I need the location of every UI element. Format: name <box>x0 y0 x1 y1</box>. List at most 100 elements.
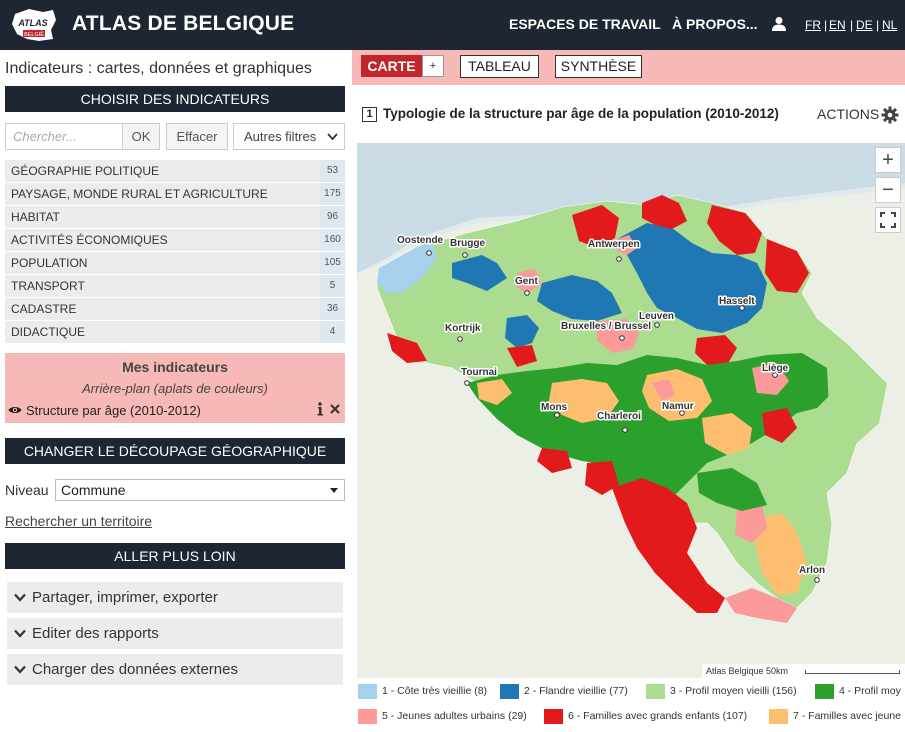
legend-label: 6 - Familles avec grands enfants (107) <box>568 710 748 722</box>
category-cadastre[interactable]: CADASTRE 36 <box>5 298 345 321</box>
city-label-oostende: Oostende <box>397 235 444 246</box>
city-label-arlon: Arlon <box>799 565 825 576</box>
my-indicator-name[interactable]: Structure par âge (2010-2012) <box>26 403 201 418</box>
go-further-header[interactable]: ALLER PLUS LOIN <box>5 543 345 569</box>
category-list: GÉOGRAPHIE POLITIQUE 53 PAYSAGE, MONDE RU… <box>5 160 345 344</box>
info-icon[interactable] <box>315 402 325 416</box>
lang-fr[interactable]: FR <box>805 18 821 32</box>
search-ok-button[interactable]: OK <box>122 123 160 150</box>
nav-about[interactable]: À PROPOS... <box>672 16 758 32</box>
svg-text:Oostende: Oostende <box>397 235 444 246</box>
category-count: 160 <box>320 229 345 251</box>
actions-button[interactable]: ACTIONS <box>817 106 880 122</box>
app-header: ATLAS BELGIË ATLAS DE BELGIQUE ESPACES D… <box>0 0 905 50</box>
legend-item-3: 3 - Profil moyen vieilli (156) <box>646 684 797 700</box>
tab-synthese[interactable]: SYNTHÈSE <box>555 55 642 78</box>
scale-text: Atlas Belgique 50km <box>706 666 789 676</box>
category-paysage[interactable]: PAYSAGE, MONDE RURAL ET AGRICULTURE 175 <box>5 183 345 206</box>
caret-down-icon <box>330 488 338 493</box>
legend-label: 2 - Flandre vieillie (77) <box>524 685 628 697</box>
category-count: 175 <box>320 183 345 205</box>
chevron-down-icon <box>14 629 26 638</box>
search-input[interactable]: Chercher... <box>5 123 123 150</box>
eye-icon[interactable] <box>8 405 22 415</box>
fullscreen-button[interactable] <box>875 207 901 233</box>
legend-label: 3 - Profil moyen vieilli (156) <box>670 685 797 697</box>
category-geographie-politique[interactable]: GÉOGRAPHIE POLITIQUE 53 <box>5 160 345 183</box>
category-activites-economiques[interactable]: ACTIVITÉS ÉCONOMIQUES 160 <box>5 229 345 252</box>
svg-text:Tournai: Tournai <box>461 367 497 378</box>
user-icon[interactable] <box>771 16 787 32</box>
niveau-select[interactable]: Commune <box>55 479 345 501</box>
svg-text:Namur: Namur <box>662 401 694 412</box>
my-indicators-subtitle: Arrière-plan (aplats de couleurs) <box>82 381 268 396</box>
atlas-logo[interactable]: ATLAS BELGIË <box>9 6 59 44</box>
category-count: 36 <box>320 298 345 320</box>
zoom-in-button[interactable]: + <box>875 147 901 173</box>
niveau-value: Commune <box>61 482 126 498</box>
category-label: GÉOGRAPHIE POLITIQUE <box>11 164 160 178</box>
category-population[interactable]: POPULATION 105 <box>5 252 345 275</box>
zoom-out-button[interactable]: − <box>875 177 901 203</box>
accordion-label: Charger des données externes <box>32 661 238 678</box>
my-indicators-title: Mes indicateurs <box>122 359 228 375</box>
sidebar-title: Indicateurs : cartes, données et graphiq… <box>5 60 312 77</box>
gear-icon[interactable] <box>881 106 899 124</box>
category-didactique[interactable]: DIDACTIQUE 4 <box>5 321 345 344</box>
svg-text:Gent: Gent <box>515 276 538 287</box>
legend-swatch <box>646 684 665 699</box>
chevron-down-icon <box>14 593 26 602</box>
accordion-share[interactable]: Partager, imprimer, exporter <box>7 582 343 613</box>
category-count: 96 <box>320 206 345 228</box>
tab-add-map-button[interactable]: + <box>422 55 444 77</box>
category-habitat[interactable]: HABITAT 96 <box>5 206 345 229</box>
map-title: Typologie de la structure par âge de la … <box>383 106 779 121</box>
legend-item-2: 2 - Flandre vieillie (77) <box>500 684 628 700</box>
search-territory-link[interactable]: Rechercher un territoire <box>5 513 153 529</box>
close-icon[interactable] <box>330 404 340 414</box>
tab-tableau[interactable]: TABLEAU <box>460 55 539 78</box>
legend-swatch <box>769 709 788 724</box>
scale-line <box>805 670 900 674</box>
choose-indicators-header[interactable]: CHOISIR DES INDICATEURS <box>5 86 345 112</box>
lang-de[interactable]: DE <box>856 18 873 32</box>
category-label: DIDACTIQUE <box>11 325 86 339</box>
svg-text:Brugge: Brugge <box>450 238 485 249</box>
legend-swatch <box>358 684 377 699</box>
city-label-antwerpen: Antwerpen <box>588 239 640 250</box>
legend-label: 5 - Jeunes adultes urbains (29) <box>382 710 527 722</box>
category-label: CADASTRE <box>11 302 77 316</box>
my-indicators-panel: Mes indicateurs Arrière-plan (aplats de … <box>5 353 345 423</box>
category-label: TRANSPORT <box>11 279 85 293</box>
lang-nl[interactable]: NL <box>882 18 898 32</box>
logo-text-top: ATLAS <box>17 18 47 28</box>
change-division-header[interactable]: CHANGER LE DÉCOUPAGE GÉOGRAPHIQUE <box>5 438 345 464</box>
other-filters-label: Autres filtres <box>244 129 317 144</box>
niveau-label: Niveau <box>5 482 49 498</box>
category-transport[interactable]: TRANSPORT 5 <box>5 275 345 298</box>
lang-en[interactable]: EN <box>829 18 846 32</box>
svg-text:Kortrijk: Kortrijk <box>445 323 481 334</box>
category-count: 4 <box>320 321 345 343</box>
category-label: POPULATION <box>11 256 88 270</box>
city-label-namur: Namur <box>662 401 694 412</box>
other-filters-button[interactable]: Autres filtres <box>233 123 345 150</box>
city-label-hasselt: Hasselt <box>719 296 755 307</box>
tab-carte[interactable]: CARTE <box>361 55 422 77</box>
city-label-kortrijk: Kortrijk <box>445 323 481 334</box>
city-label-gent: Gent <box>515 276 538 287</box>
legend-item-5: 5 - Jeunes adultes urbains (29) <box>358 709 527 725</box>
svg-text:Liège: Liège <box>762 363 789 374</box>
nav-workspaces[interactable]: ESPACES DE TRAVAIL <box>509 16 661 32</box>
clear-button[interactable]: Effacer <box>166 123 228 150</box>
accordion-external-data[interactable]: Charger des données externes <box>7 654 343 685</box>
svg-text:Hasselt: Hasselt <box>719 296 755 307</box>
accordion-reports[interactable]: Editer des rapports <box>7 618 343 649</box>
legend-item-4: 4 - Profil moy <box>815 684 901 700</box>
city-label-charleroi: Charleroi <box>597 411 641 422</box>
scale-bar: Atlas Belgique 50km <box>702 664 905 678</box>
category-count: 5 <box>320 275 345 297</box>
city-label-tournai: Tournai <box>461 367 497 378</box>
map-viewport[interactable]: Oostende Oostende Brugge Brugge Antwerpen A… <box>357 143 905 678</box>
